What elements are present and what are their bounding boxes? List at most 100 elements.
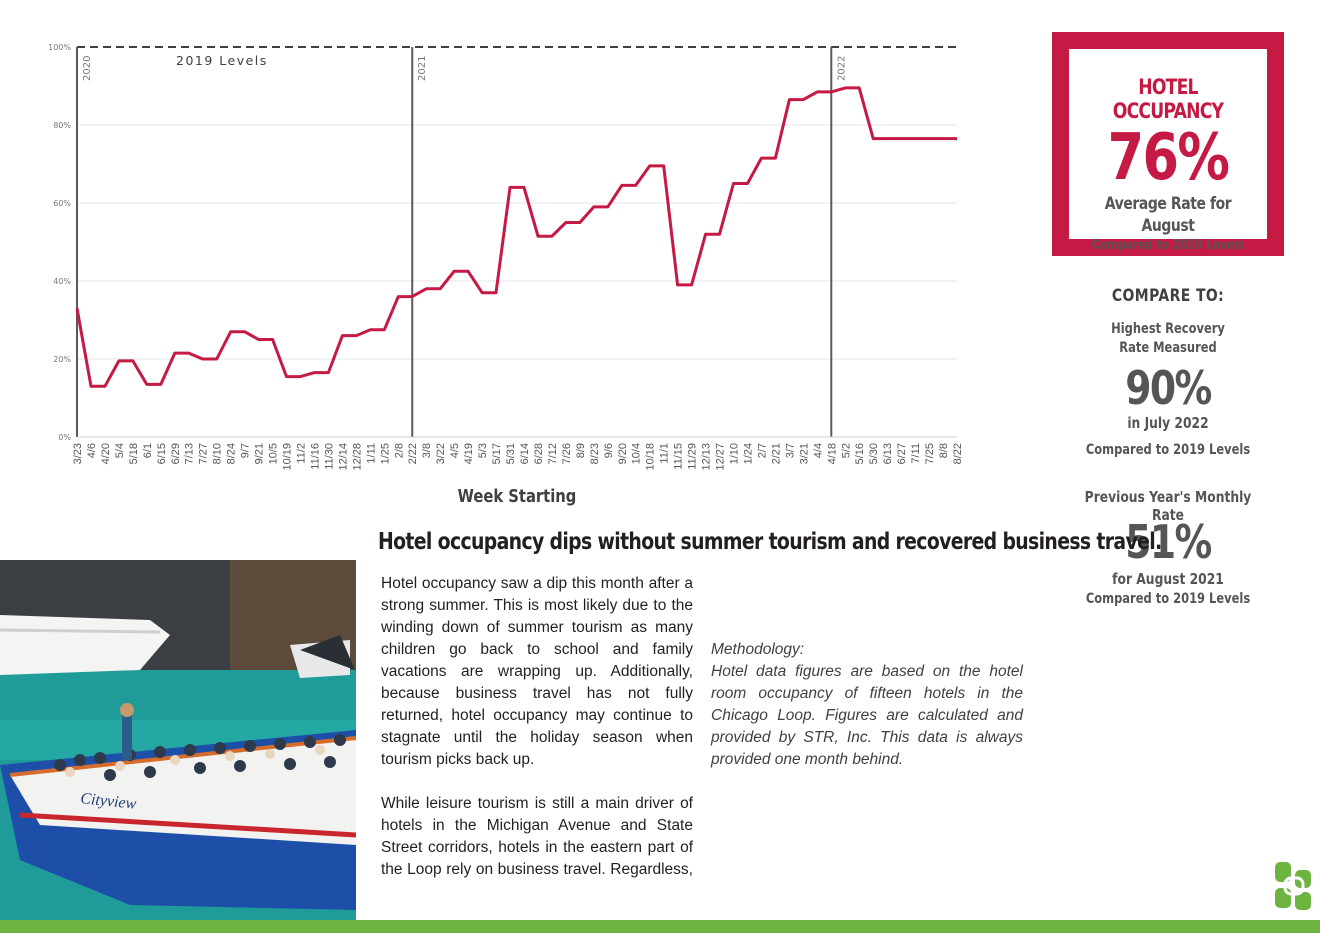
highest-label-line1: Highest Recovery bbox=[1111, 321, 1225, 337]
article-column-1: Hotel occupancy saw a dip this month aft… bbox=[381, 573, 693, 903]
footer-green-bar bbox=[0, 920, 1320, 933]
x-tick-label: 6/27 bbox=[896, 443, 908, 464]
x-tick-label: 1/11 bbox=[365, 443, 377, 464]
x-tick-label: 12/27 bbox=[715, 443, 727, 471]
compare-heading: COMPARE TO: bbox=[1111, 286, 1225, 306]
y-tick-label: 80% bbox=[53, 121, 71, 130]
x-tick-label: 10/18 bbox=[645, 443, 657, 471]
methodology-heading: Methodology: bbox=[711, 641, 805, 658]
x-axis-ticks: 3/23 4/6 4/20 5/4 5/18 6/1 6/15 6/29 7/13 7/27 8/1… bbox=[72, 443, 964, 471]
x-axis-label: Week Starting bbox=[458, 486, 577, 507]
kpi-subtitle: Average Rate for August bbox=[1104, 194, 1232, 236]
boat-name-text: Cityview bbox=[80, 790, 138, 813]
x-tick-label: 1/10 bbox=[729, 443, 741, 464]
x-tick-label: 3/23 bbox=[72, 443, 84, 464]
x-tick-label: 11/2 bbox=[295, 443, 307, 464]
x-tick-label: 7/13 bbox=[184, 443, 196, 464]
x-tick-label: 3/8 bbox=[421, 443, 433, 458]
x-tick-label: 3/21 bbox=[798, 443, 810, 464]
x-tick-label: 5/16 bbox=[854, 443, 866, 464]
x-tick-label: 11/16 bbox=[309, 443, 321, 470]
x-tick-label: 12/14 bbox=[337, 443, 349, 471]
x-tick-label: 7/11 bbox=[910, 443, 922, 464]
x-tick-label: 5/18 bbox=[128, 443, 140, 464]
x-tick-label: 7/27 bbox=[198, 443, 210, 464]
x-tick-label: 10/5 bbox=[268, 443, 280, 464]
article-paragraph-2: While leisure tourism is still a main dr… bbox=[381, 795, 693, 878]
x-tick-label: 9/21 bbox=[254, 443, 266, 464]
x-tick-label: 1/25 bbox=[379, 443, 391, 464]
x-tick-label: 6/29 bbox=[170, 443, 182, 464]
x-tick-label: 4/5 bbox=[449, 443, 461, 458]
article-column-2: Methodology: Hotel data figures are base… bbox=[711, 573, 1023, 793]
x-tick-label: 5/2 bbox=[840, 443, 852, 458]
x-tick-label: 12/13 bbox=[701, 443, 713, 471]
x-tick-label: 4/4 bbox=[812, 443, 824, 458]
y-tick-label: 0% bbox=[58, 433, 71, 442]
y-tick-label: 60% bbox=[53, 199, 71, 208]
x-tick-label: 1/24 bbox=[742, 443, 754, 464]
year-markers: 2020 2021 2022 bbox=[76, 47, 847, 437]
x-tick-label: 7/26 bbox=[561, 443, 573, 464]
x-tick-label: 5/4 bbox=[114, 443, 126, 458]
year-label-2021: 2021 bbox=[417, 56, 428, 81]
brand-logo-icon bbox=[1275, 862, 1311, 910]
highest-recovery-basis: Compared to 2019 Levels bbox=[1085, 442, 1251, 458]
y-tick-label: 100% bbox=[48, 43, 71, 52]
series-line-occupancy bbox=[75, 86, 957, 388]
highest-recovery-value: 90% bbox=[1125, 361, 1212, 415]
y-tick-label: 20% bbox=[53, 355, 71, 364]
x-tick-label: 8/23 bbox=[589, 443, 601, 464]
x-tick-label: 8/22 bbox=[952, 443, 964, 464]
x-tick-label: 4/6 bbox=[86, 443, 98, 458]
x-tick-label: 8/24 bbox=[226, 443, 238, 464]
x-tick-label: 4/18 bbox=[826, 443, 838, 464]
x-tick-label: 4/19 bbox=[463, 443, 475, 464]
previous-year-value: 51% bbox=[1125, 515, 1212, 569]
year-label-2020: 2020 bbox=[82, 56, 93, 81]
hotel-occupancy-kpi-card: HOTEL OCCUPANCY 76% Average Rate for Aug… bbox=[1052, 32, 1284, 256]
x-tick-label: 6/13 bbox=[882, 443, 894, 464]
x-tick-label: 6/28 bbox=[533, 443, 545, 464]
reference-line-label: 2019 Levels bbox=[176, 53, 268, 68]
occupancy-line-chart: 0%20%40%60%80%100% 2019 Levels 2020 2021 2… bbox=[48, 43, 964, 507]
y-tick-label: 40% bbox=[53, 277, 71, 286]
x-tick-label: 4/20 bbox=[100, 443, 112, 464]
kpi-basis: Compared to 2019 Levels bbox=[1091, 238, 1245, 253]
x-tick-label: 7/25 bbox=[924, 443, 936, 464]
boat-photo-illustration: Cityview bbox=[0, 560, 356, 920]
x-tick-label: 9/6 bbox=[603, 443, 615, 458]
previous-year-when: for August 2021 bbox=[1112, 570, 1224, 588]
x-tick-label: 7/12 bbox=[547, 443, 559, 464]
x-tick-label: 6/14 bbox=[519, 443, 531, 464]
methodology-text: Hotel data figures are based on the hote… bbox=[711, 663, 1023, 768]
x-tick-label: 3/7 bbox=[784, 443, 796, 458]
previous-year-basis: Compared to 2019 Levels bbox=[1085, 591, 1251, 607]
x-tick-label: 9/20 bbox=[617, 443, 629, 464]
kpi-title: HOTEL OCCUPANCY bbox=[1112, 75, 1224, 123]
article-headline: Hotel occupancy dips without summer tour… bbox=[378, 529, 1162, 555]
x-tick-label: 5/30 bbox=[868, 443, 880, 464]
highest-recovery-label: Highest Recovery Rate Measured bbox=[1079, 320, 1256, 358]
x-tick-label: 2/21 bbox=[770, 443, 782, 464]
x-tick-label: 2/8 bbox=[393, 443, 405, 458]
x-tick-label: 11/30 bbox=[323, 443, 335, 470]
kpi-value: 76% bbox=[1107, 121, 1230, 195]
x-tick-label: 9/7 bbox=[240, 443, 252, 458]
x-tick-label: 8/8 bbox=[938, 443, 950, 458]
x-tick-label: 11/29 bbox=[687, 443, 699, 470]
x-tick-label: 3/22 bbox=[435, 443, 447, 464]
x-tick-label: 8/10 bbox=[212, 443, 224, 464]
chart-gridlines bbox=[77, 124, 957, 360]
year-label-2022: 2022 bbox=[836, 56, 847, 81]
y-axis-ticks: 0% 20% 40% 60% 80% 100% bbox=[48, 43, 71, 442]
x-tick-label: 6/15 bbox=[156, 443, 168, 464]
x-tick-label: 10/19 bbox=[282, 443, 294, 471]
x-tick-label: 6/1 bbox=[142, 443, 154, 458]
highest-recovery-when: in July 2022 bbox=[1127, 414, 1209, 432]
previous-year-label: Previous Year's Monthly Rate bbox=[1084, 488, 1252, 524]
x-tick-label: 11/1 bbox=[659, 443, 671, 464]
x-tick-label: 5/31 bbox=[505, 443, 517, 464]
x-tick-label: 5/17 bbox=[491, 443, 503, 464]
x-tick-label: 2/22 bbox=[407, 443, 419, 464]
